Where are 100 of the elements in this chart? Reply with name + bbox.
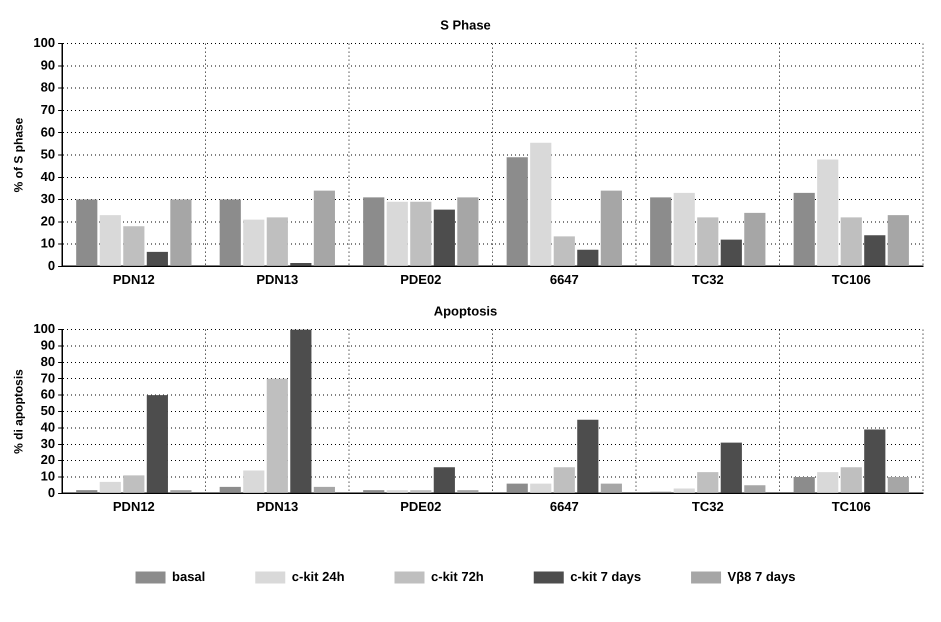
y-tick-label: 60 — [40, 124, 56, 140]
bar — [100, 215, 121, 266]
bar — [146, 252, 168, 266]
y-tick-label: 40 — [40, 168, 56, 184]
bar — [314, 486, 335, 493]
bar — [600, 190, 622, 266]
y-tick-label: 30 — [40, 191, 56, 206]
y-tick-label: 10 — [40, 468, 56, 484]
legend-label: c-kit 7 days — [570, 569, 642, 584]
bar — [146, 395, 168, 493]
bar — [363, 197, 384, 266]
bar — [720, 442, 742, 493]
bar — [123, 226, 144, 266]
y-tick-label: 80 — [40, 80, 56, 95]
bar — [840, 467, 862, 493]
y-tick-label: 10 — [40, 236, 56, 251]
bar — [650, 197, 672, 266]
y-tick-label: 30 — [40, 436, 56, 451]
bar — [794, 192, 815, 266]
bar — [744, 212, 766, 266]
bar — [266, 217, 288, 266]
y-axis-title: % di apoptosis — [12, 368, 26, 454]
x-tick-label: TC106 — [832, 498, 871, 514]
bar — [888, 215, 909, 266]
bar — [220, 486, 241, 493]
y-tick-label: 50 — [40, 146, 56, 162]
y-tick-label: 80 — [40, 354, 56, 369]
bar — [674, 488, 695, 493]
x-tick-label: PDN13 — [256, 498, 298, 514]
y-tick-label: 0 — [48, 258, 56, 273]
bar — [888, 477, 909, 493]
bar — [434, 210, 455, 266]
x-tick-label: PDN12 — [112, 272, 155, 287]
bar — [864, 430, 886, 493]
x-tick-label: PDE02 — [400, 498, 442, 514]
bar — [744, 485, 766, 493]
x-tick-label: PDN13 — [256, 272, 298, 287]
bar — [266, 378, 288, 493]
bar — [817, 159, 838, 266]
y-tick-label: 20 — [40, 452, 56, 468]
bar — [817, 472, 838, 493]
y-tick-label: 90 — [40, 338, 56, 353]
x-tick-label: PDE02 — [400, 272, 442, 287]
bar — [864, 235, 886, 266]
y-tick-label: 60 — [40, 386, 56, 402]
legend-label: c-kit 24h — [292, 569, 345, 584]
bar — [170, 200, 192, 266]
bar — [506, 484, 528, 493]
x-tick-label: TC106 — [832, 272, 871, 287]
y-tick-label: 100 — [33, 35, 56, 50]
bar — [76, 200, 98, 266]
bar — [697, 217, 718, 266]
bar — [530, 484, 552, 493]
bar — [457, 197, 478, 266]
bar — [170, 490, 192, 493]
bar — [410, 490, 432, 493]
bar — [506, 157, 528, 266]
bar — [554, 467, 575, 493]
y-tick-label: 50 — [40, 403, 56, 418]
bar — [290, 330, 312, 493]
x-tick-label: PDN12 — [112, 498, 155, 514]
y-tick-label: 100 — [33, 321, 56, 336]
bar — [457, 490, 478, 493]
x-tick-label: TC32 — [692, 498, 724, 514]
y-tick-label: 70 — [40, 102, 56, 118]
y-tick-label: 70 — [40, 370, 56, 386]
bar — [674, 192, 695, 266]
bar — [100, 482, 121, 493]
bar — [243, 220, 264, 266]
y-tick-label: 40 — [40, 419, 56, 434]
y-tick-label: 90 — [40, 57, 56, 72]
bar — [314, 190, 335, 266]
bar — [600, 484, 622, 493]
bar — [290, 263, 312, 266]
y-axis-title: % of S phase — [12, 117, 26, 192]
x-tick-label: 6647 — [550, 498, 579, 514]
bar — [577, 250, 598, 266]
bar — [720, 240, 742, 266]
x-tick-label: 6647 — [550, 272, 579, 287]
bar — [386, 490, 408, 493]
y-tick-label: 20 — [40, 213, 56, 228]
bar — [76, 490, 98, 493]
bar — [410, 202, 432, 266]
bar — [220, 200, 241, 266]
chart-title: Apoptosis — [434, 303, 498, 318]
bar — [363, 490, 384, 493]
bar — [243, 470, 264, 493]
bar — [530, 142, 552, 266]
bar — [386, 202, 408, 266]
bar — [577, 420, 598, 493]
bar — [554, 236, 575, 266]
legend-label: Vβ8 7 days — [728, 569, 796, 584]
bar — [697, 472, 718, 493]
bar — [840, 217, 862, 266]
bar — [123, 475, 144, 493]
legend-label: c-kit 72h — [431, 569, 484, 584]
y-tick-label: 0 — [48, 484, 56, 500]
chart-title: S Phase — [440, 17, 491, 32]
bar — [794, 477, 815, 493]
x-tick-label: TC32 — [692, 272, 724, 287]
